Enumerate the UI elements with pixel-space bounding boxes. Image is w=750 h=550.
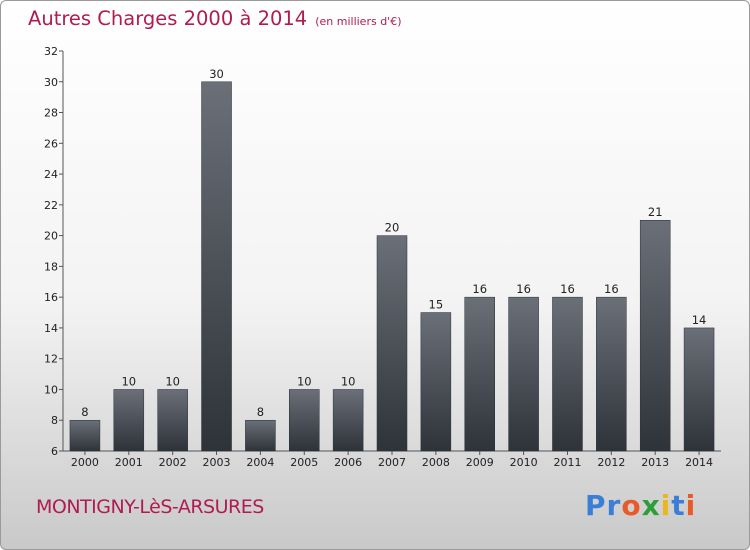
bar-2011	[552, 296, 583, 452]
data-label: 10	[341, 374, 356, 388]
chart-title: Autres Charges 2000 à 2014	[28, 7, 308, 30]
data-label: 8	[81, 405, 88, 419]
y-tick-label: 28	[44, 107, 58, 120]
data-label: 10	[297, 374, 312, 388]
x-tick-label: 2009	[466, 456, 494, 469]
x-tick-label: 2004	[246, 456, 274, 469]
data-label: 21	[648, 205, 663, 219]
data-label: 20	[385, 221, 400, 235]
data-label: 16	[560, 282, 575, 296]
y-tick-label: 22	[44, 199, 58, 212]
city-name: MONTIGNY-LèS-ARSURES	[36, 496, 264, 518]
logo-letter: x	[641, 489, 661, 522]
data-label: 16	[604, 282, 619, 296]
y-tick-label: 8	[51, 414, 58, 427]
data-label: 16	[516, 282, 531, 296]
bar-2012	[596, 296, 627, 452]
y-tick-label: 30	[44, 76, 58, 89]
bar-2000	[69, 419, 101, 452]
x-tick-label: 2003	[203, 456, 231, 469]
y-tick-label: 18	[44, 260, 58, 273]
data-label: 10	[121, 374, 136, 388]
y-tick-label: 20	[44, 230, 58, 243]
x-tick-label: 2001	[115, 456, 143, 469]
x-tick-label: 2014	[685, 456, 713, 469]
bar-2014	[683, 327, 715, 452]
title-row: Autres Charges 2000 à 2014 (en milliers d…	[28, 7, 402, 30]
y-tick-label: 16	[44, 291, 58, 304]
bar-2009	[464, 296, 495, 452]
proxiti-logo[interactable]: Proxiti	[585, 489, 696, 522]
bar-2013	[639, 219, 671, 452]
y-tick-label: 6	[51, 445, 58, 458]
x-tick-label: 2008	[422, 456, 450, 469]
data-label: 30	[209, 67, 224, 81]
data-label: 16	[472, 282, 487, 296]
bar-2010	[508, 296, 539, 452]
logo-letter: o	[621, 489, 642, 522]
x-tick-label: 2011	[553, 456, 581, 469]
x-tick-label: 2010	[510, 456, 538, 469]
x-tick-label: 2005	[290, 456, 318, 469]
logo-letter: i	[685, 489, 697, 522]
chart-subtitle: (en milliers d'€)	[315, 15, 402, 28]
y-tick-label: 14	[44, 322, 58, 335]
data-label: 10	[165, 374, 180, 388]
bar-2006	[332, 389, 364, 452]
y-tick-label: 26	[44, 137, 58, 150]
bar-2004	[245, 419, 276, 452]
y-tick-label: 10	[44, 383, 58, 396]
logo-letter: t	[671, 489, 686, 522]
bar-2007	[376, 235, 408, 452]
y-tick-label: 32	[44, 45, 58, 58]
x-tick-label: 2000	[71, 456, 99, 469]
x-tick-label: 2013	[641, 456, 669, 469]
data-label: 15	[429, 298, 444, 312]
bar-2003	[201, 81, 232, 452]
bar-chart: 6 8 10 12 14 16 18 20 22 24 26 28 30 32 2000 2001 2002 20…	[44, 45, 721, 469]
bar-2008	[420, 312, 452, 452]
logo-letter: P	[585, 489, 607, 522]
x-tick-label: 2006	[334, 456, 362, 469]
y-tick-label: 12	[44, 353, 58, 366]
y-tick-label: 24	[44, 168, 58, 181]
data-label: 8	[257, 405, 264, 419]
bar-2005	[289, 389, 320, 452]
x-tick-label: 2002	[159, 456, 187, 469]
logo-letter: i	[660, 489, 672, 522]
bar-2001	[113, 389, 145, 452]
logo-letter: r	[606, 489, 622, 522]
x-tick-label: 2012	[597, 456, 625, 469]
x-tick-label: 2007	[378, 456, 406, 469]
data-label: 14	[692, 313, 707, 327]
bar-2002	[157, 389, 188, 452]
